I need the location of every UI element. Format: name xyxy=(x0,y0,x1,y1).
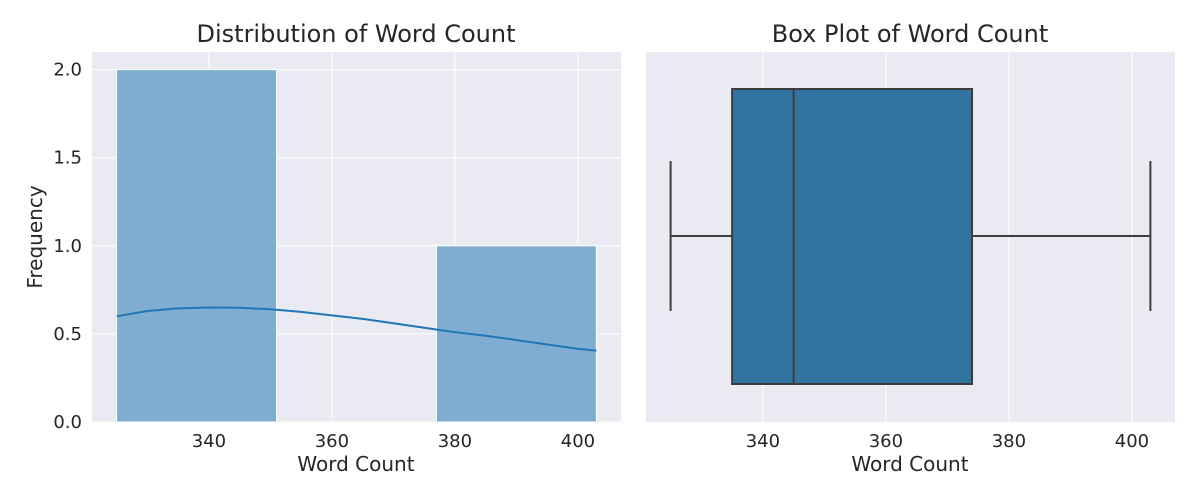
boxplot-x-tick-label: 400 xyxy=(1115,431,1149,452)
boxplot-x-axis-label: Word Count xyxy=(851,452,968,476)
boxplot-shape xyxy=(669,88,1152,385)
boxplot-x-tick-label: 360 xyxy=(869,431,903,452)
histogram-y-ticks: 0.0 0.5 1.0 1.5 2.0 xyxy=(53,60,82,433)
histogram-bars xyxy=(116,69,597,423)
histogram-x-tick-label: 400 xyxy=(561,431,595,452)
histogram-x-tick-label: 360 xyxy=(315,431,349,452)
boxplot-x-ticks: 340 360 380 400 xyxy=(746,431,1149,452)
boxplot-box xyxy=(731,88,974,385)
histogram-kde-line xyxy=(116,306,597,352)
histogram-title: Distribution of Word Count xyxy=(197,20,516,48)
histogram-x-tick-label: 340 xyxy=(192,431,226,452)
boxplot-panel: 340 360 380 400 Box Plot of Word Count Word… xyxy=(646,20,1175,476)
histogram-y-tick-label: 0.5 xyxy=(53,324,82,345)
boxplot-x-tick-label: 340 xyxy=(746,431,780,452)
histogram-y-tick-label: 2.0 xyxy=(53,60,82,81)
histogram-bar-2 xyxy=(435,245,597,423)
histogram-y-tick-label: 1.0 xyxy=(53,236,82,257)
histogram-y-axis-label: Frequency xyxy=(23,185,47,288)
boxplot-title: Box Plot of Word Count xyxy=(772,20,1048,48)
histogram-y-tick-label: 1.5 xyxy=(53,148,82,169)
histogram-x-ticks: 340 360 380 400 xyxy=(192,431,595,452)
histogram-panel: 340 360 380 400 0.0 0.5 1.0 1.5 2.0 Distributio… xyxy=(23,20,621,476)
histogram-bar-0 xyxy=(116,69,278,423)
histogram-x-axis-label: Word Count xyxy=(297,452,414,476)
histogram-x-tick-label: 380 xyxy=(438,431,472,452)
histogram-y-tick-label: 0.0 xyxy=(53,412,82,433)
boxplot-x-tick-label: 380 xyxy=(992,431,1026,452)
